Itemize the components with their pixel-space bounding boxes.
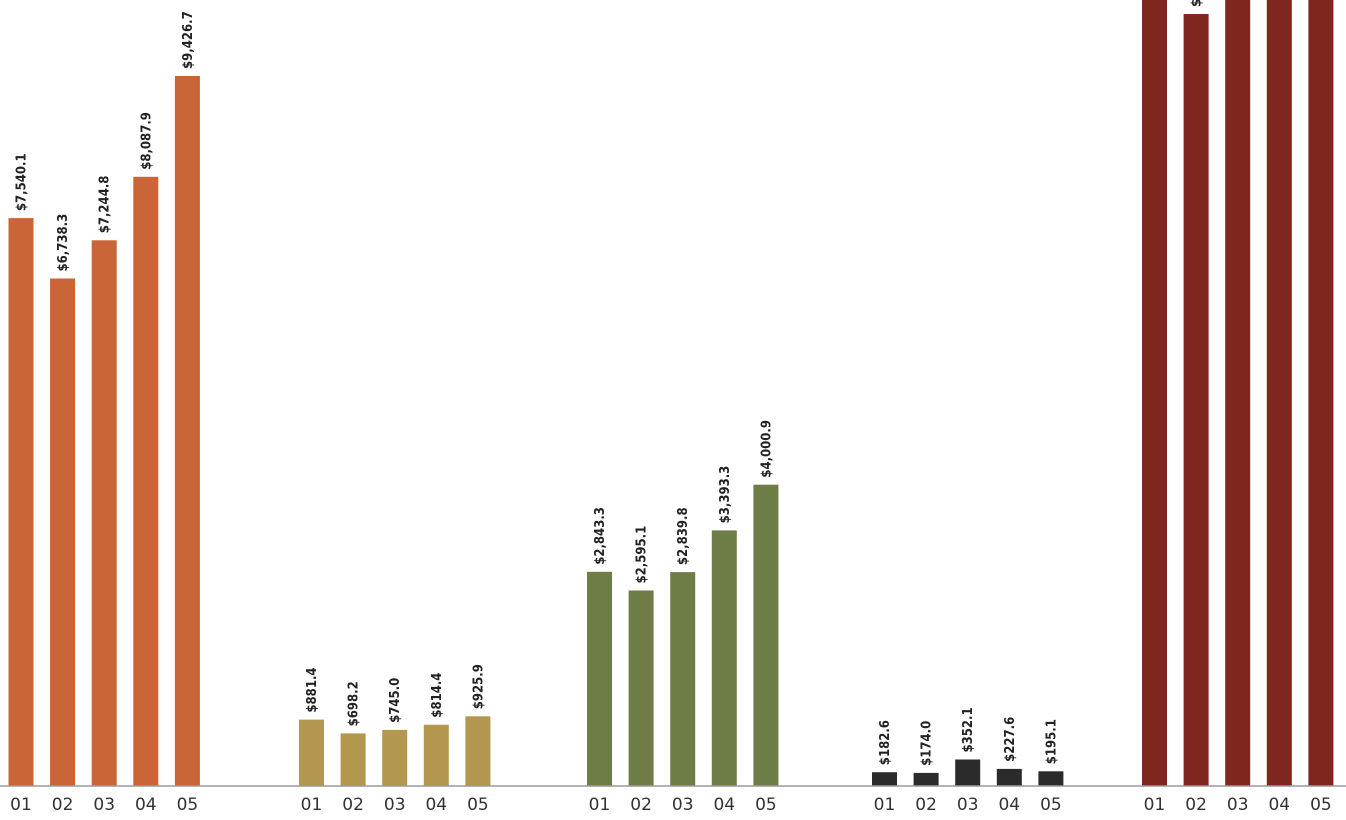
- x-tick-label: 03: [672, 795, 694, 815]
- bar-1-04: [133, 176, 159, 787]
- bar-value-label: $745.0: [388, 678, 403, 723]
- bar-4-04: [996, 768, 1022, 786]
- x-tick-label: 01: [301, 795, 323, 815]
- bar-2-03: [382, 729, 408, 786]
- bar-value-label: $7,540.1: [15, 153, 30, 211]
- bar-2-04: [423, 724, 449, 786]
- x-tick-label: 04: [1268, 795, 1290, 815]
- bar-2-01: [299, 719, 324, 786]
- bar-5-02: [1183, 14, 1209, 786]
- bar-3-01: [587, 571, 612, 786]
- bar-value-label: $2,843.3: [593, 507, 608, 565]
- bar-value-label: $3,393.3: [718, 466, 733, 524]
- x-tick-label: 04: [713, 795, 735, 815]
- bar-value-label: $227.6: [1003, 717, 1018, 762]
- x-tick-label: 04: [135, 795, 157, 815]
- bar-4-05: [1038, 771, 1064, 786]
- bar-3-05: [753, 484, 779, 786]
- bar-3-03: [670, 572, 696, 786]
- bar-5-05: [1308, 0, 1334, 787]
- bar-4-03: [955, 759, 981, 786]
- x-tick-label: 02: [915, 795, 937, 815]
- bar-value-label: $352.1: [961, 707, 976, 752]
- bar-group-2: $881.4 01 $698.2 02 $745.0 03 $814.4 04 $925.9 05: [299, 664, 491, 815]
- bar-5-04: [1266, 0, 1292, 787]
- bar-value-label: $925.9: [471, 664, 486, 709]
- x-tick-label: 03: [957, 795, 979, 815]
- bar-value-label: $8,087.9: [139, 112, 154, 170]
- bar-value-label: $7,244.8: [98, 176, 113, 234]
- bar-group-3: $2,843.3 01 $2,595.1 02 $2,839.8 03 $3,393.3 04…: [587, 420, 779, 815]
- bar-2-05: [465, 716, 491, 786]
- x-tick-label: 01: [10, 795, 32, 815]
- bar-5-03: [1225, 0, 1251, 787]
- x-tick-label: 03: [1227, 795, 1249, 815]
- x-tick-label: 03: [93, 795, 115, 815]
- x-tick-label: 02: [1185, 795, 1207, 815]
- bar-group-1: $7,540.1 01 $6,738.3 02 $7,244.8 03 $8,087.9 04…: [8, 11, 200, 815]
- bar-1-02: [50, 278, 76, 786]
- bar-value-label: $195.1: [1044, 719, 1059, 764]
- x-tick-label: 02: [342, 795, 364, 815]
- x-tick-label: 01: [1144, 795, 1166, 815]
- bar-1-03: [91, 240, 117, 787]
- bar-value-label: $6,738.3: [56, 214, 71, 272]
- x-tick-label: 05: [1310, 795, 1332, 815]
- x-tick-label: 05: [1040, 795, 1062, 815]
- bar-3-04: [711, 530, 737, 786]
- bar-value-label: $2,839.8: [676, 507, 691, 565]
- bar-1-01: [8, 218, 34, 787]
- bar-value-label: $881.4: [305, 667, 320, 712]
- x-tick-label: 01: [589, 795, 611, 815]
- x-tick-label: 05: [467, 795, 489, 815]
- bar-value-label: $4,000.9: [759, 420, 774, 478]
- bar-value-label: $698.2: [347, 681, 362, 726]
- bar-value-label: $814.4: [430, 673, 445, 718]
- bar-value-label: $2,595.1: [635, 526, 650, 584]
- x-tick-label: 05: [755, 795, 777, 815]
- bar-3-02: [628, 590, 654, 786]
- bar-4-01: [872, 772, 897, 786]
- bar-value-label: $174.0: [920, 721, 935, 766]
- bar-5-01: [1142, 0, 1167, 787]
- bar-2-02: [340, 733, 366, 786]
- x-tick-label: 03: [384, 795, 406, 815]
- bar-4-02: [913, 772, 939, 786]
- bar-value-label: $182.6: [878, 720, 893, 765]
- x-tick-label: 02: [630, 795, 652, 815]
- x-tick-label: 04: [998, 795, 1020, 815]
- x-tick-label: 05: [177, 795, 199, 815]
- bar-group-5: 01 $02 03 04 05: [1142, 0, 1334, 815]
- x-tick-label: 01: [874, 795, 896, 815]
- x-tick-label: 04: [425, 795, 447, 815]
- bar-group-4: $182.6 01 $174.0 02 $352.1 03 $227.6 04 $195.1 05: [872, 707, 1064, 815]
- bar-1-05: [174, 76, 200, 786]
- bar-value-label: $9,426.7: [181, 11, 196, 69]
- x-tick-label: 02: [52, 795, 74, 815]
- bar-value-label: $: [1190, 0, 1205, 7]
